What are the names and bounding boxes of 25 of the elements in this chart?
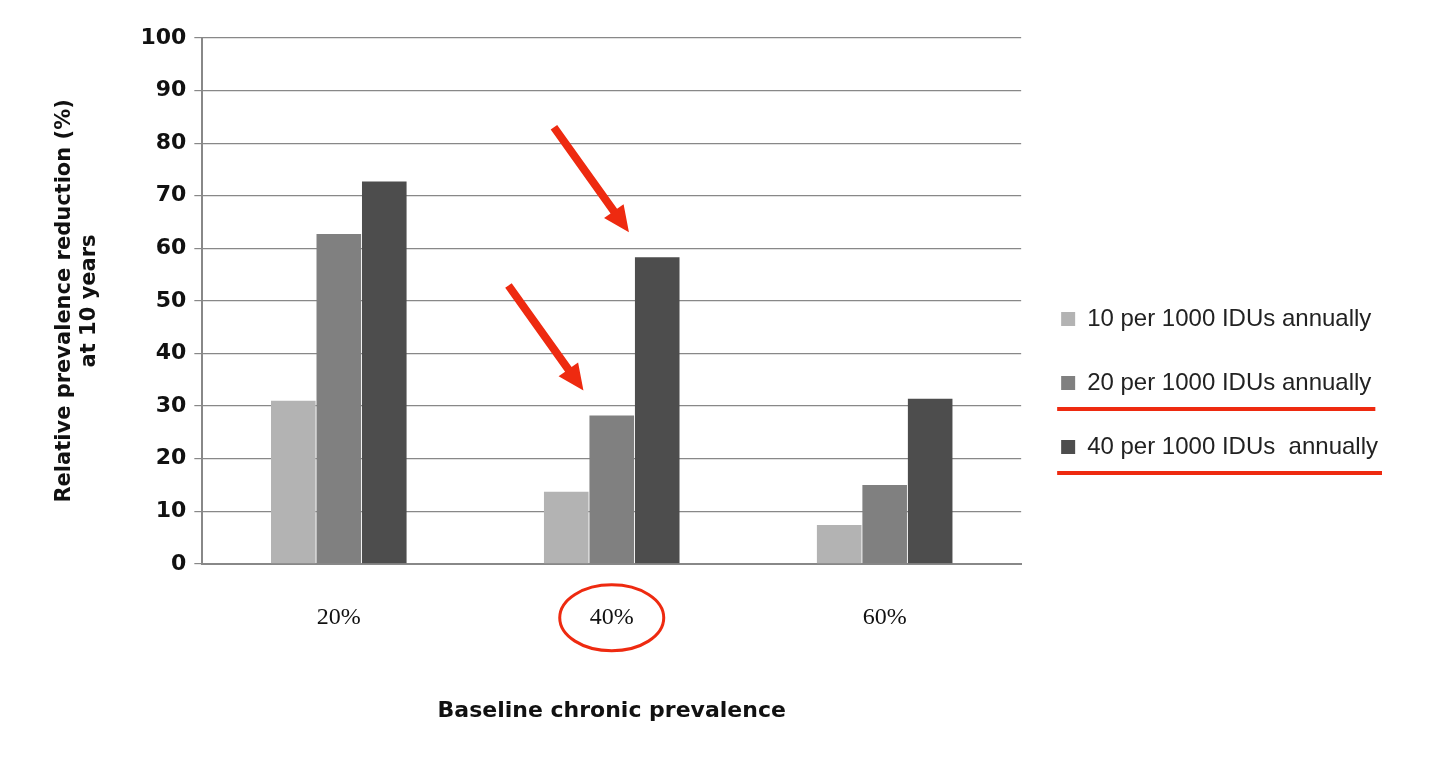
y-tick-label: 30 [155,391,187,417]
y-tick-label: 90 [155,76,187,102]
x-tick-label: 60% [862,603,907,630]
y-tick-label: 10 [155,496,187,522]
y-tick-label: 60 [155,234,187,260]
bar [816,524,862,564]
x-axis-title: Baseline chronic prevalence [437,696,786,722]
x-tick-label: 20% [316,603,361,630]
y-tick-label: 0 [171,549,187,575]
bar [907,398,953,564]
y-tick-label: 70 [155,181,187,207]
y-axis-title: Relative prevalence reduction (%) at 10 years [51,99,101,503]
legend-label: 40 per 1000 IDUs annually [1087,431,1379,459]
bar [271,400,316,564]
bar [543,491,589,564]
y-tick-label: 40 [155,339,187,365]
y-tick-label: 100 [140,23,187,49]
y-tick-label: 20 [155,444,187,470]
x-tick-label: 40% [589,603,634,630]
legend-label: 10 per 1000 IDUs annually [1087,303,1372,331]
bar [634,257,680,564]
y-tick-label: 80 [155,128,187,154]
bar [362,181,407,564]
y-tick-label: 50 [155,286,187,312]
legend-label: 20 per 1000 IDUs annually [1087,367,1372,395]
